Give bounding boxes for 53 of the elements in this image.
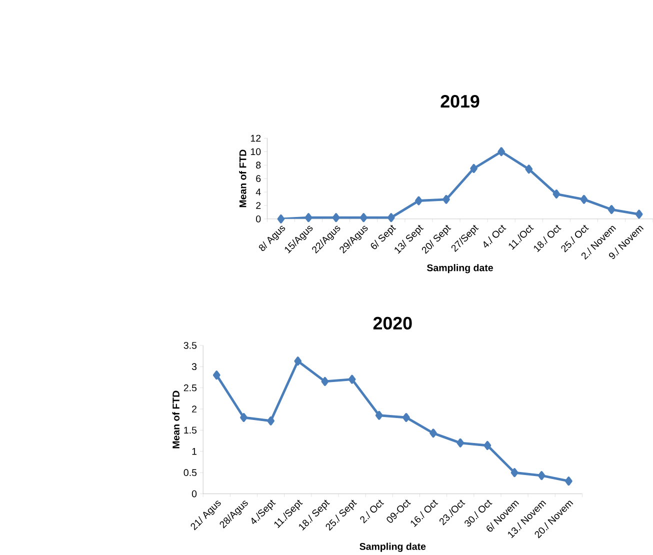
x-tick-label: 16./ Oct bbox=[410, 500, 438, 528]
chart-title: 2019 bbox=[440, 95, 480, 108]
y-tick-label: 2 bbox=[256, 202, 261, 210]
y-tick-label: 1 bbox=[192, 448, 196, 455]
point bbox=[348, 375, 356, 384]
y-tick-label: 3.5 bbox=[184, 342, 197, 350]
point bbox=[498, 147, 506, 156]
point bbox=[442, 195, 450, 204]
point bbox=[565, 476, 572, 486]
y-tick-label: 4 bbox=[256, 188, 261, 196]
x-axis-title: Sampling date bbox=[360, 542, 426, 552]
x-tick-label: 18./ Oct bbox=[534, 225, 562, 252]
chart-title: 2020 bbox=[373, 317, 412, 330]
y-tick-label: 0.5 bbox=[184, 469, 197, 476]
point bbox=[608, 205, 616, 214]
y-tick-label: 10 bbox=[250, 148, 261, 156]
y-axis-title: Mean of FTD bbox=[239, 150, 246, 208]
point bbox=[415, 196, 422, 206]
point bbox=[525, 164, 533, 174]
point bbox=[470, 164, 478, 174]
y-axis-title: Mean of FTD bbox=[172, 390, 180, 448]
point bbox=[375, 411, 383, 420]
point bbox=[332, 213, 340, 222]
point bbox=[387, 213, 395, 222]
point bbox=[304, 213, 312, 222]
x-tick-label: 2./ Oct bbox=[360, 500, 384, 524]
y-tick-label: 2.5 bbox=[184, 384, 197, 392]
point bbox=[456, 438, 464, 448]
point bbox=[635, 210, 643, 219]
x-axis-title: Sampling date bbox=[426, 264, 493, 274]
y-tick-label: 8 bbox=[256, 162, 261, 169]
point bbox=[212, 370, 220, 380]
y-tick-label: 0 bbox=[256, 216, 261, 223]
point bbox=[321, 377, 329, 386]
point bbox=[294, 356, 302, 366]
y-tick-label: 2 bbox=[192, 406, 196, 413]
point bbox=[267, 416, 274, 426]
point bbox=[484, 441, 492, 450]
x-tick-label: 4./ Oct bbox=[484, 225, 506, 248]
point bbox=[240, 413, 248, 422]
point bbox=[360, 213, 368, 222]
point bbox=[402, 413, 410, 422]
point bbox=[552, 190, 560, 199]
y-tick-label: 1.5 bbox=[184, 427, 197, 434]
point bbox=[538, 471, 546, 480]
y-tick-label: 0 bbox=[192, 490, 197, 498]
point bbox=[580, 195, 588, 204]
y-tick-label: 3 bbox=[192, 363, 197, 370]
point bbox=[277, 214, 285, 224]
point bbox=[430, 428, 437, 438]
y-tick-label: 6 bbox=[256, 175, 261, 182]
y-tick-label: 12 bbox=[250, 135, 261, 142]
point bbox=[510, 468, 518, 478]
